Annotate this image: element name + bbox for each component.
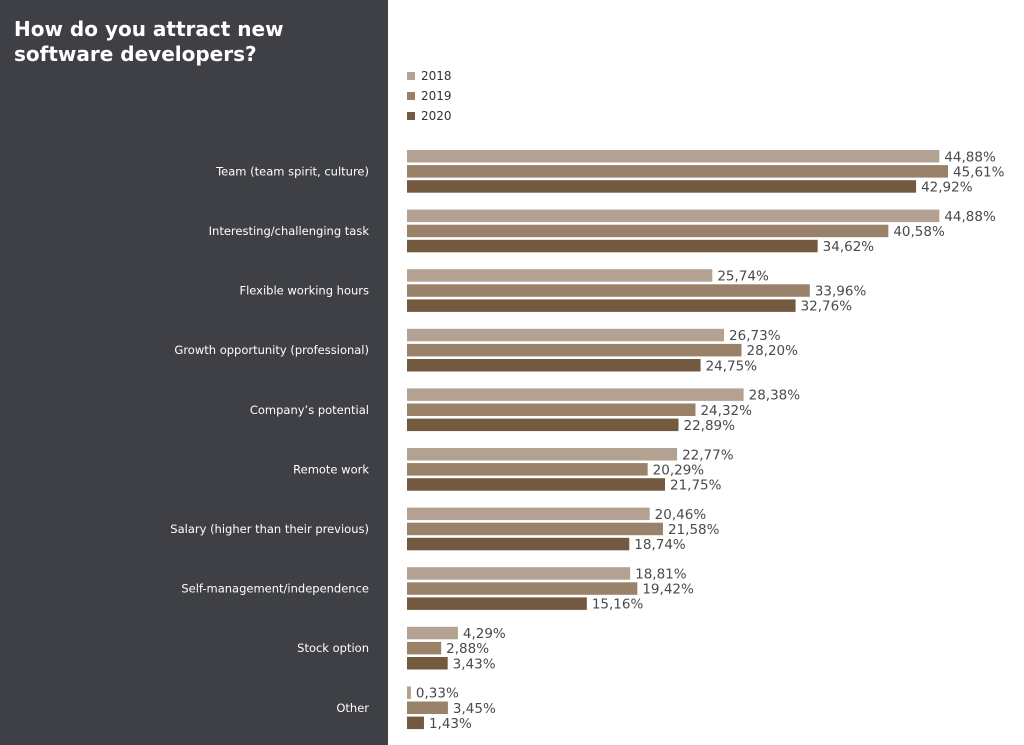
value-label-2020: 32,76% [801,299,853,315]
bar-2020 [407,299,796,312]
category-label: Interesting/challenging task [209,224,370,238]
bar-2018 [407,448,678,461]
legend-label-2020: 2020 [421,109,452,123]
value-label-2018: 44,88% [944,209,996,225]
bar-2019 [407,343,742,357]
value-label-2018: 25,74% [717,268,769,284]
legend-label-2018: 2018 [421,69,452,83]
category-label: Team (team spirit, culture) [215,164,369,178]
bar-2019 [407,641,442,655]
value-label-2018: 26,73% [729,328,781,344]
bar-2019 [407,701,448,714]
bar-2020 [407,478,665,491]
bar-2020 [407,716,424,730]
bar-2018 [407,150,940,163]
value-label-2019: 45,61% [953,164,1005,180]
category-label: Company’s potential [250,403,369,417]
value-label-2020: 42,92% [921,179,973,195]
value-label-2019: 33,96% [815,284,867,300]
bar-2020 [407,657,448,670]
category-label: Other [336,701,369,715]
bar-2018 [407,626,458,640]
category-label: Flexible working hours [239,284,369,298]
bar-2019 [407,284,810,297]
sidebar-panel: How do you attract new software develope… [0,0,388,745]
value-label-2020: 22,89% [684,418,736,434]
category-label: Self-management/independence [181,582,369,596]
bar-2019 [407,582,638,595]
bar-2020 [407,418,679,432]
bar-2018 [407,269,713,282]
value-label-2019: 28,20% [746,343,798,359]
category-label: Growth opportunity (professional) [174,343,369,357]
chart-legend: 2018 2019 2020 [407,66,452,126]
bar-2019 [407,403,696,416]
value-label-2019: 19,42% [642,582,694,598]
value-label-2018: 22,77% [682,447,734,463]
legend-swatch-2020 [407,112,415,120]
bar-2020 [407,359,701,372]
value-label-2020: 18,74% [634,537,686,553]
legend-swatch-2019 [407,92,415,100]
value-label-2019: 2,88% [446,641,489,657]
value-label-2020: 34,62% [823,239,875,255]
category-label: Stock option [297,641,369,655]
value-label-2020: 1,43% [429,716,472,732]
bar-2018 [407,686,411,699]
bar-2019 [407,522,663,536]
bar-2018 [407,209,940,223]
value-label-2018: 28,38% [749,388,801,404]
legend-label-2019: 2019 [421,89,452,103]
category-label: Remote work [293,462,369,476]
value-label-2019: 3,45% [453,701,496,717]
legend-item-2020: 2020 [407,106,452,126]
bar-2018 [407,507,650,521]
value-label-2019: 20,29% [653,462,705,478]
value-label-2020: 3,43% [453,656,496,672]
category-label: Salary (higher than their previous) [170,522,369,536]
bar-2018 [407,567,631,580]
value-label-2018: 20,46% [655,507,707,523]
bar-2018 [407,388,744,401]
legend-item-2019: 2019 [407,86,452,106]
legend-item-2018: 2018 [407,66,452,86]
value-label-2019: 24,32% [700,403,752,419]
value-label-2018: 4,29% [463,626,506,642]
bar-2020 [407,239,818,253]
value-label-2018: 0,33% [416,686,459,702]
bar-2019 [407,463,648,476]
value-label-2020: 21,75% [670,477,722,493]
bar-2019 [407,165,948,178]
legend-swatch-2018 [407,72,415,80]
bar-2020 [407,537,630,551]
value-label-2019: 21,58% [668,522,720,538]
bar-2020 [407,597,587,610]
bar-2019 [407,224,889,238]
bar-2020 [407,180,917,193]
value-label-2019: 40,58% [893,224,945,240]
chart-title: How do you attract new software develope… [14,17,284,66]
value-label-2020: 15,16% [592,597,644,613]
value-label-2018: 18,81% [635,566,687,582]
bar-2018 [407,328,725,342]
value-label-2018: 44,88% [944,149,996,165]
value-label-2020: 24,75% [706,358,758,374]
